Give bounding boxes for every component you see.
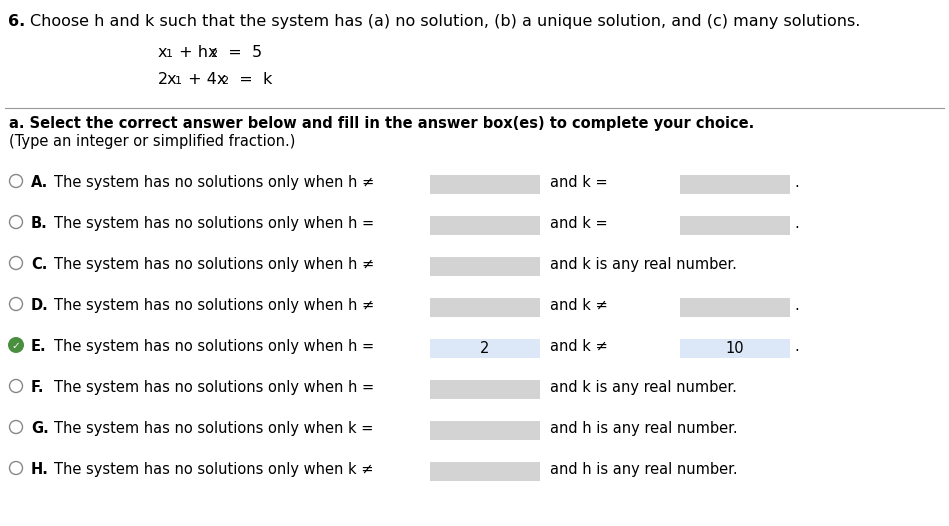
Text: 1: 1	[175, 76, 182, 86]
FancyBboxPatch shape	[680, 216, 790, 235]
Text: 2: 2	[221, 76, 228, 86]
Text: E.: E.	[31, 339, 47, 354]
Text: and k is any real number.: and k is any real number.	[550, 257, 736, 272]
FancyBboxPatch shape	[680, 298, 790, 317]
Text: .: .	[794, 216, 799, 231]
FancyBboxPatch shape	[430, 380, 540, 399]
Text: B.: B.	[31, 216, 47, 231]
Text: and h is any real number.: and h is any real number.	[550, 462, 737, 477]
Text: The system has no solutions only when h =: The system has no solutions only when h …	[54, 216, 374, 231]
Text: and k =: and k =	[550, 216, 607, 231]
Text: .: .	[794, 339, 799, 354]
FancyBboxPatch shape	[430, 462, 540, 481]
Text: F.: F.	[31, 380, 45, 395]
Text: a. Select the correct answer below and fill in the answer box(es) to complete yo: a. Select the correct answer below and f…	[9, 116, 754, 131]
Text: D.: D.	[31, 298, 48, 313]
FancyBboxPatch shape	[430, 216, 540, 235]
Circle shape	[8, 337, 24, 353]
Text: and k =: and k =	[550, 175, 607, 190]
FancyBboxPatch shape	[430, 175, 540, 194]
Text: C.: C.	[31, 257, 47, 272]
Text: + 4x: + 4x	[183, 72, 227, 87]
FancyBboxPatch shape	[430, 257, 540, 276]
Text: and k ≠: and k ≠	[550, 339, 607, 354]
Text: The system has no solutions only when h ≠: The system has no solutions only when h …	[54, 257, 374, 272]
Text: + hx: + hx	[174, 45, 217, 60]
Text: A.: A.	[31, 175, 48, 190]
Text: G.: G.	[31, 421, 48, 436]
Text: and h is any real number.: and h is any real number.	[550, 421, 737, 436]
Text: =  5: = 5	[218, 45, 262, 60]
Text: 2x: 2x	[158, 72, 177, 87]
Text: and k is any real number.: and k is any real number.	[550, 380, 736, 395]
Text: Choose h and k such that the system has (a) no solution, (b) a unique solution, : Choose h and k such that the system has …	[30, 14, 861, 29]
Text: The system has no solutions only when k =: The system has no solutions only when k …	[54, 421, 373, 436]
Text: The system has no solutions only when h =: The system has no solutions only when h …	[54, 339, 374, 354]
FancyBboxPatch shape	[680, 175, 790, 194]
Text: 1: 1	[166, 49, 173, 59]
Text: .: .	[794, 298, 799, 313]
Text: =  k: = k	[229, 72, 272, 87]
Text: The system has no solutions only when h ≠: The system has no solutions only when h …	[54, 175, 374, 190]
Text: The system has no solutions only when h =: The system has no solutions only when h …	[54, 380, 374, 395]
FancyBboxPatch shape	[430, 339, 540, 358]
Text: (Type an integer or simplified fraction.): (Type an integer or simplified fraction.…	[9, 134, 295, 149]
Text: and k ≠: and k ≠	[550, 298, 607, 313]
Text: 6.: 6.	[8, 14, 26, 29]
Text: .: .	[794, 175, 799, 190]
Text: The system has no solutions only when k ≠: The system has no solutions only when k …	[54, 462, 374, 477]
Text: 2: 2	[210, 49, 217, 59]
Text: The system has no solutions only when h ≠: The system has no solutions only when h …	[54, 298, 374, 313]
Text: ✓: ✓	[11, 340, 20, 350]
FancyBboxPatch shape	[430, 421, 540, 440]
Text: 10: 10	[726, 341, 744, 356]
Text: 2: 2	[480, 341, 490, 356]
FancyBboxPatch shape	[680, 339, 790, 358]
Text: H.: H.	[31, 462, 49, 477]
FancyBboxPatch shape	[430, 298, 540, 317]
Text: x: x	[158, 45, 168, 60]
